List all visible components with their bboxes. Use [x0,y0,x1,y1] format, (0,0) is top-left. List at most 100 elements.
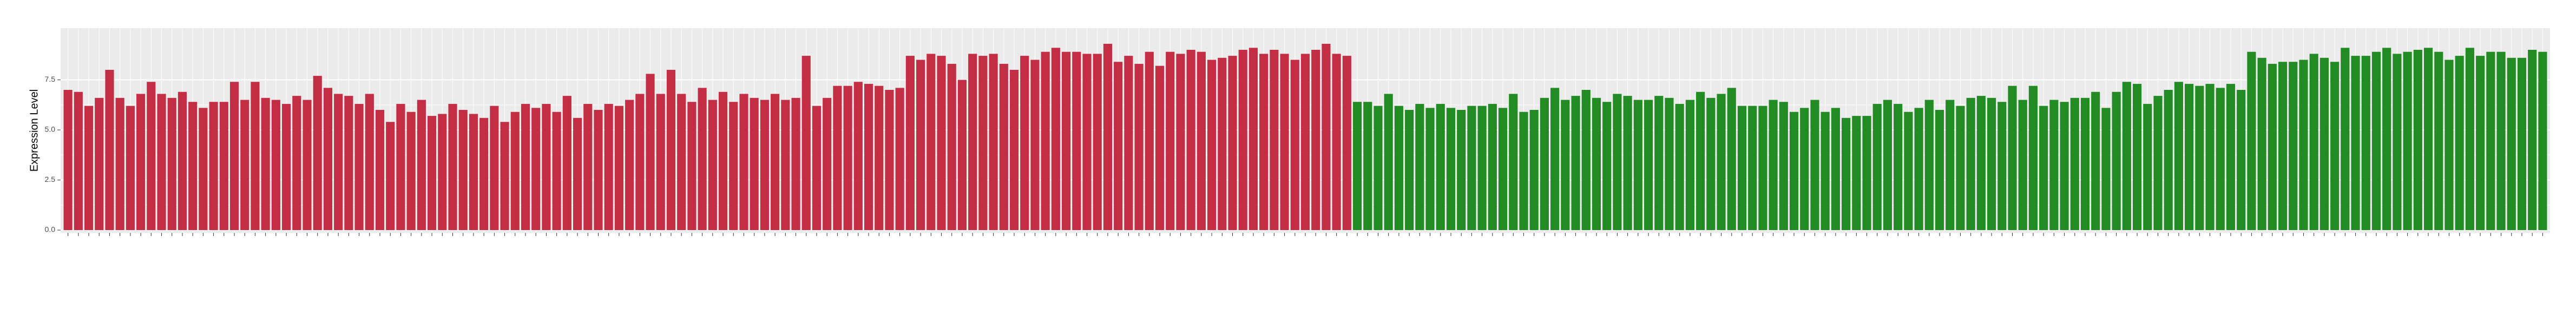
bar [853,82,863,230]
bar [583,103,593,230]
bar [1602,102,1612,230]
bar [739,94,748,230]
bar [344,96,353,230]
bar [2257,57,2266,231]
bar [2423,48,2433,231]
bar [2278,62,2288,230]
bar [2476,56,2485,230]
bar [864,83,873,230]
bar [2444,60,2454,230]
bar [1457,110,1466,230]
bar [157,94,166,230]
bar [2018,100,2027,230]
bar [2528,50,2537,230]
bar [1166,51,1175,230]
bar [147,82,156,230]
bar [1124,56,1133,230]
bar [490,106,499,230]
bar [1924,100,1934,230]
bar [833,86,842,230]
bar [1062,51,1071,230]
bar [2164,90,2173,230]
bar [999,63,1008,231]
bar [1842,117,1851,230]
bar [2341,48,2350,231]
bar [1852,116,1861,230]
bar [1300,54,1310,231]
bar [1685,100,1694,230]
bar [666,70,676,230]
bar [729,102,738,230]
bar [1894,103,1903,230]
bar [2486,51,2495,230]
bar [698,88,707,231]
bar [115,97,124,230]
bar [334,94,343,230]
bar [2361,56,2370,230]
bar [552,112,561,230]
bar [1030,60,1040,230]
bar [2351,56,2360,230]
bar [313,76,322,230]
bar [2309,54,2318,231]
bar [282,103,291,230]
bar [1384,94,1393,230]
bar [2465,48,2474,231]
bar [1009,70,1019,230]
bar [1581,90,1591,230]
bar [1810,100,1819,230]
bar [1405,110,1414,230]
bar [1675,103,1684,230]
bar [1758,106,1767,230]
bar [323,88,333,231]
bar [2039,106,2048,230]
bar [1436,103,1445,230]
bar [531,108,541,230]
bar [1176,54,1185,231]
bar [1633,100,1642,230]
bar [1987,97,1996,230]
bar [1800,108,1809,230]
bar [812,106,822,230]
bar [2205,83,2214,230]
bar [1467,106,1476,230]
bar [1498,108,1508,230]
bar [1592,97,1601,230]
bar [1644,100,1653,230]
bar [1425,108,1435,230]
bar [2080,97,2090,230]
bar [1051,48,1060,231]
bar [594,110,603,230]
bar [916,60,925,230]
bar [750,97,759,230]
bar [937,56,946,230]
bar [1883,100,1892,230]
bar [2371,51,2381,230]
bar [406,112,416,230]
bar [1872,103,1882,230]
y-tick-label: 5.0 [45,125,56,134]
bar [687,102,696,230]
bar [1696,91,1705,230]
bar [1737,106,1747,230]
bar [469,114,478,230]
bar [1228,56,1237,230]
bar [1769,100,1778,230]
bar [677,94,686,230]
bar [1821,112,1830,230]
bar [1020,56,1029,230]
bar [875,86,884,230]
bar [2434,51,2443,230]
bar [957,80,967,230]
bar [1519,112,1528,230]
bar [1072,51,1081,230]
bar [791,97,800,230]
bar [1103,43,1113,231]
bar [656,94,665,230]
bar [760,100,769,230]
bar [614,106,623,230]
bar [2393,54,2402,231]
bar [1571,96,1580,230]
bar [229,82,239,230]
